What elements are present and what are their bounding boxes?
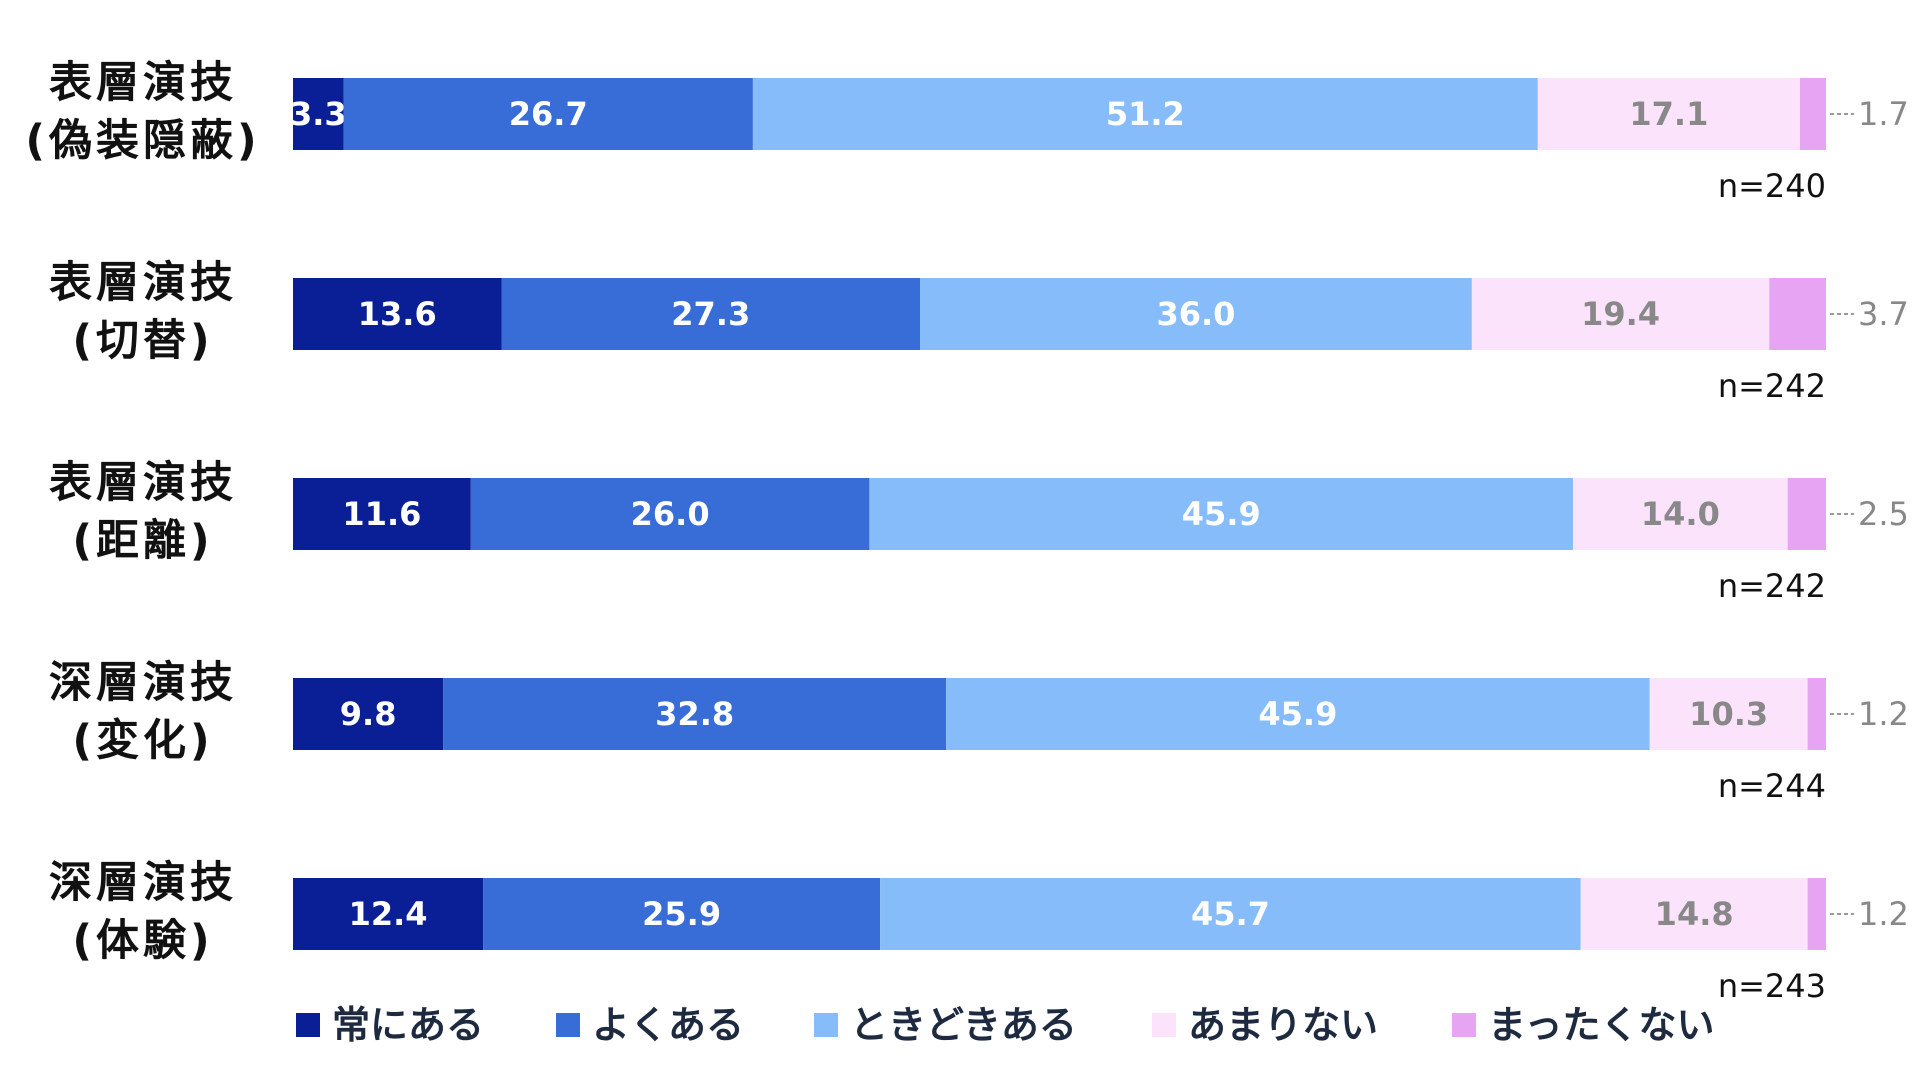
- category-label-line1: 表層演技: [49, 458, 237, 508]
- value-label: 36.0: [1156, 295, 1235, 333]
- value-label: 25.9: [642, 895, 721, 933]
- legend-swatch: [1152, 1013, 1176, 1037]
- category-label-line1: 表層演技: [49, 258, 237, 308]
- sample-size-label: n=243: [1718, 967, 1826, 1005]
- value-label: 11.6: [342, 495, 421, 533]
- legend-item: よくある: [556, 1003, 744, 1047]
- bar-segment: [1573, 478, 1788, 550]
- value-label: 45.9: [1182, 495, 1261, 533]
- value-label: 45.9: [1258, 695, 1337, 733]
- category-label-line1: 表層演技: [49, 58, 237, 108]
- bar-segment: [293, 278, 502, 350]
- bar-segment: [1807, 878, 1826, 950]
- bar-segment: [946, 678, 1650, 750]
- bar-segment: [1799, 78, 1826, 150]
- value-label: 12.4: [349, 895, 428, 933]
- value-label-callout: 1.2: [1858, 895, 1909, 933]
- value-label: 10.3: [1689, 695, 1768, 733]
- value-label: 17.1: [1629, 95, 1708, 133]
- row-5: 深層演技 (体験) 12.4 25.9 45.7 14.8 1.2 n=243: [49, 858, 1909, 1005]
- category-label-line2: (変化): [72, 716, 213, 766]
- bar-segment: [1580, 878, 1808, 950]
- bar-segment: [293, 78, 344, 150]
- row-1: 表層演技 (偽装隠蔽) 3.3 26.7 51.2 17.1 1.7 n=240: [25, 58, 1909, 205]
- sample-size-label: n=240: [1718, 167, 1826, 205]
- value-label-callout: 2.5: [1858, 495, 1909, 533]
- bar-segment: [919, 278, 1472, 350]
- bar-segment: [752, 78, 1538, 150]
- value-label-callout: 1.7: [1858, 95, 1909, 133]
- category-label-line2: (切替): [72, 316, 213, 366]
- category-label-line2: (偽装隠蔽): [25, 116, 260, 166]
- legend-item: 常にある: [296, 1003, 484, 1047]
- legend-swatch: [556, 1013, 580, 1037]
- bar-segment: [880, 878, 1581, 950]
- category-label-line1: 深層演技: [49, 658, 237, 708]
- bar-segment: [293, 878, 484, 950]
- bar-segment: [1787, 478, 1826, 550]
- bar-segment: [1537, 78, 1800, 150]
- sample-size-label: n=242: [1718, 367, 1826, 405]
- bar-segment: [343, 78, 753, 150]
- value-label: 32.8: [655, 695, 734, 733]
- bar-segment: [293, 478, 471, 550]
- row-2: 表層演技 (切替) 13.6 27.3 36.0 19.4 3.7 n=242: [49, 258, 1909, 405]
- legend-label: よくある: [592, 1003, 744, 1047]
- category-label-line1: 深層演技: [49, 858, 237, 908]
- sample-size-label: n=242: [1718, 567, 1826, 605]
- legend-item: ときどきある: [814, 1003, 1077, 1047]
- legend-label: 常にある: [332, 1003, 484, 1047]
- bar-segment: [869, 478, 1574, 550]
- legend-item: あまりない: [1152, 1003, 1378, 1047]
- value-label-callout: 1.2: [1858, 695, 1909, 733]
- value-label: 51.2: [1106, 95, 1185, 133]
- chart-legend: 常にある よくある ときどきある あまりない まったくない: [296, 1003, 1714, 1047]
- bar-segment: [293, 678, 444, 750]
- legend-swatch: [1452, 1013, 1476, 1037]
- legend-swatch: [296, 1013, 320, 1037]
- category-label-line2: (距離): [72, 516, 213, 566]
- bar-segment: [1807, 678, 1826, 750]
- legend-label: ときどきある: [850, 1003, 1077, 1047]
- value-label: 14.8: [1655, 895, 1734, 933]
- value-label: 14.0: [1641, 495, 1720, 533]
- bar-segment: [483, 878, 881, 950]
- value-label: 9.8: [340, 695, 397, 733]
- bar-segment: [1769, 278, 1826, 350]
- legend-swatch: [814, 1013, 838, 1037]
- bar-segment: [443, 678, 947, 750]
- legend-item: まったくない: [1452, 1003, 1714, 1047]
- bar-segment: [1649, 678, 1808, 750]
- value-label-callout: 3.7: [1858, 295, 1909, 333]
- value-label: 3.3: [290, 95, 347, 133]
- category-label-line2: (体験): [72, 916, 213, 966]
- value-label: 26.0: [631, 495, 710, 533]
- value-label: 26.7: [509, 95, 588, 133]
- legend-label: まったくない: [1488, 1003, 1714, 1047]
- row-3: 表層演技 (距離) 11.6 26.0 45.9 14.0 2.5 n=242: [49, 458, 1909, 605]
- value-label: 19.4: [1581, 295, 1660, 333]
- sample-size-label: n=244: [1718, 767, 1826, 805]
- row-4: 深層演技 (変化) 9.8 32.8 45.9 10.3 1.2 n=244: [49, 658, 1909, 805]
- bar-segment: [1471, 278, 1770, 350]
- value-label: 13.6: [358, 295, 437, 333]
- value-label: 27.3: [671, 295, 750, 333]
- value-label: 45.7: [1191, 895, 1270, 933]
- bar-segment: [501, 278, 920, 350]
- chart-rows: 表層演技 (偽装隠蔽) 3.3 26.7 51.2 17.1 1.7 n=240 表層演技 (切替…: [25, 58, 1909, 1005]
- legend-label: あまりない: [1188, 1003, 1378, 1047]
- bar-segment: [470, 478, 870, 550]
